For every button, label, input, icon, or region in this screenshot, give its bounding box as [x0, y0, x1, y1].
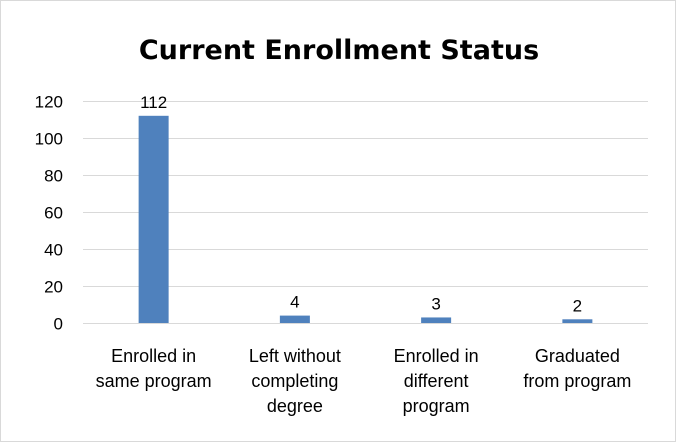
x-axis-categories: Enrolled in same program Left without compl… [96, 346, 632, 416]
y-tick-label: 0 [54, 315, 63, 334]
gridlines [83, 101, 648, 324]
bar [279, 315, 310, 323]
y-tick-label: 60 [44, 204, 63, 223]
chart-title: Current Enrollment Status [139, 35, 539, 66]
data-label: 2 [573, 296, 582, 315]
bar [562, 319, 593, 323]
y-tick-label: 40 [44, 241, 63, 260]
y-tick-label: 80 [44, 167, 63, 186]
y-tick-label: 20 [44, 278, 63, 297]
data-labels: 112 4 3 2 [140, 93, 582, 315]
y-axis-ticks: 0 20 40 60 80 100 120 [35, 93, 63, 334]
bars [138, 115, 593, 323]
y-tick-label: 100 [35, 130, 63, 149]
data-label: 4 [290, 293, 299, 312]
category-label: Enrolled in same program [96, 346, 212, 391]
category-label: Left without completing degree [249, 346, 341, 416]
category-label: Graduated from program [523, 346, 631, 391]
data-label: 112 [140, 93, 167, 112]
y-tick-label: 120 [35, 93, 63, 112]
data-label: 3 [431, 294, 440, 313]
bar [421, 317, 452, 323]
category-label: Enrolled in different program [394, 346, 479, 416]
bar [138, 115, 169, 323]
